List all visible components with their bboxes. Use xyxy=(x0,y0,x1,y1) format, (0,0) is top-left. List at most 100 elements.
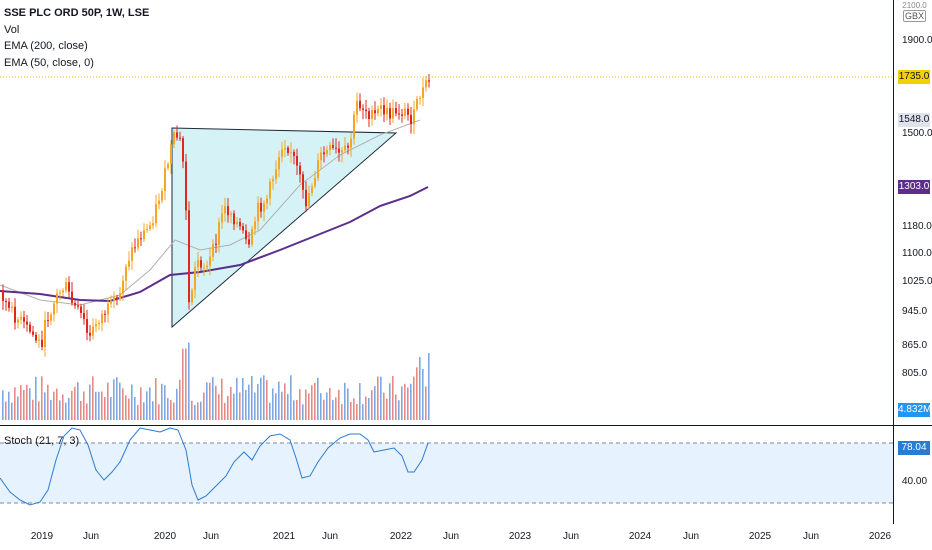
volume-bar xyxy=(137,404,139,420)
volume-bar xyxy=(302,404,304,420)
candle-body xyxy=(332,145,334,148)
candle-body xyxy=(260,202,262,212)
time-tick: 2023 xyxy=(508,531,532,542)
volume-bar xyxy=(230,386,232,420)
time-tick: Jun xyxy=(802,531,820,542)
time-tick: 2024 xyxy=(628,531,652,542)
volume-bar xyxy=(125,395,127,420)
time-tick: Jun xyxy=(562,531,580,542)
candle-body xyxy=(287,147,289,153)
legend-stoch[interactable]: Stoch (21, 7, 3) xyxy=(4,435,80,447)
time-tick: Jun xyxy=(202,531,220,542)
candle-body xyxy=(56,293,58,304)
volume-bar xyxy=(71,390,73,420)
volume-value-label[interactable]: 4.832M xyxy=(898,403,932,417)
candle-body xyxy=(365,109,367,112)
candle-body xyxy=(230,213,232,216)
candle-body xyxy=(179,137,181,139)
candle-body xyxy=(209,256,211,266)
volume-bar xyxy=(317,377,319,420)
candle-body xyxy=(278,157,280,170)
volume-bar xyxy=(176,388,178,420)
candle-body xyxy=(401,114,403,116)
volume-bar xyxy=(275,393,277,420)
candle-body xyxy=(20,317,22,320)
candle-body xyxy=(125,266,127,281)
pane-divider[interactable] xyxy=(0,425,932,426)
volume-bar xyxy=(155,378,157,420)
candle-body xyxy=(41,339,43,347)
volume-bar xyxy=(89,384,91,420)
volume-bar xyxy=(158,404,160,420)
volume-bar xyxy=(32,399,34,420)
candle-body xyxy=(254,221,256,229)
volume-bar xyxy=(128,398,130,420)
volume-bar xyxy=(383,392,385,420)
volume-bar xyxy=(284,383,286,420)
volume-bar xyxy=(344,382,346,420)
candle-body xyxy=(149,225,151,230)
stoch-path xyxy=(0,427,429,506)
candle-body xyxy=(344,145,346,151)
candle-body xyxy=(110,300,112,304)
candle-body xyxy=(323,152,325,155)
candle-body xyxy=(341,150,343,153)
volume-bar xyxy=(404,383,406,420)
volume-bar xyxy=(92,376,94,420)
time-tick: Jun xyxy=(682,531,700,542)
volume-bar xyxy=(206,382,208,420)
volume-bar xyxy=(65,402,67,420)
time-tick: 2026 xyxy=(868,531,892,542)
volume-bar xyxy=(185,348,187,420)
time-tick: 2021 xyxy=(272,531,296,542)
volume-bar xyxy=(29,388,31,420)
volume-bar xyxy=(86,403,88,420)
symbol-title[interactable]: SSE PLC ORD 50P, 1W, LSE xyxy=(4,7,150,19)
volume-bar xyxy=(38,401,40,420)
volume-bar xyxy=(95,391,97,420)
volume-bar xyxy=(356,404,358,420)
candle-body xyxy=(419,97,421,99)
price-axis-border xyxy=(893,0,894,524)
volume-bar xyxy=(164,385,166,420)
candle-body xyxy=(23,317,25,322)
volume-bar xyxy=(272,388,274,420)
candle-body xyxy=(98,323,100,325)
volume-bar xyxy=(110,396,112,420)
volume-bar xyxy=(320,393,322,420)
candle-body xyxy=(404,108,406,116)
candle-body xyxy=(395,108,397,114)
candle-body xyxy=(386,108,388,115)
volume-bar xyxy=(224,402,226,420)
candle-body xyxy=(47,320,49,322)
volume-bar xyxy=(98,391,100,420)
candle-body xyxy=(317,160,319,179)
volume-bar xyxy=(254,392,256,420)
candle-body xyxy=(248,239,250,245)
current-price-label[interactable]: 1735.0 xyxy=(898,70,930,84)
volume-bar xyxy=(122,388,124,420)
legend-ema200[interactable]: EMA (200, close) xyxy=(4,40,88,52)
candle-body xyxy=(413,109,415,125)
level-price-label[interactable]: 1548.0 xyxy=(898,113,930,127)
stoch-value-label[interactable]: 78.04 xyxy=(898,441,930,455)
volume-bar xyxy=(146,391,148,420)
candle-body xyxy=(62,290,64,293)
candle-body xyxy=(302,174,304,190)
stoch-tick: 40.00 xyxy=(902,476,928,487)
legend-volume[interactable]: Vol xyxy=(4,23,20,36)
volume-bar xyxy=(74,386,76,420)
price-tick: 865.0 xyxy=(902,340,928,351)
candle-body xyxy=(368,111,370,120)
candle-body xyxy=(383,105,385,115)
ema200-price-label[interactable]: 1303.0 xyxy=(898,180,930,194)
legend-ema50[interactable]: EMA (50, close, 0) xyxy=(4,56,94,69)
volume-bar xyxy=(233,393,235,420)
axis-top-clip: 2100.0 xyxy=(902,1,927,10)
candle-body xyxy=(329,145,331,150)
currency-badge[interactable]: 2100.0 GBX xyxy=(902,1,927,22)
candle-body xyxy=(350,138,352,148)
candle-body xyxy=(212,243,214,257)
